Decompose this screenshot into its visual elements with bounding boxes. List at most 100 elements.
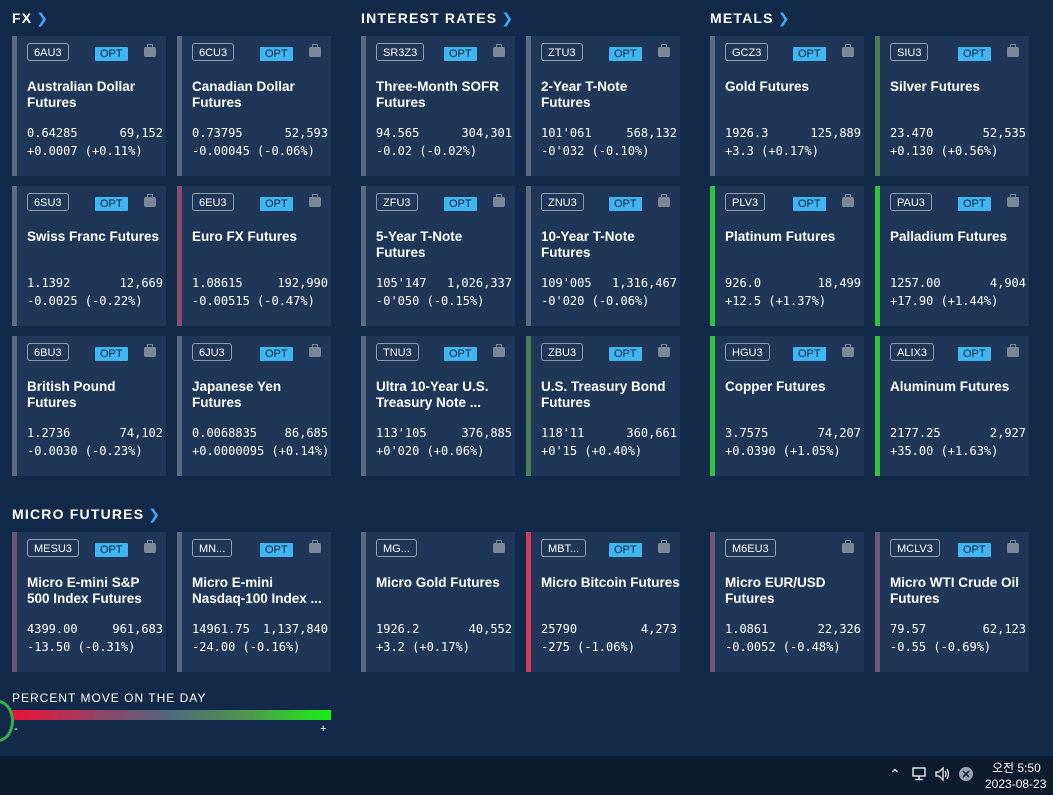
side-panel-toggle[interactable] (0, 700, 14, 742)
briefcase-icon[interactable] (309, 344, 321, 357)
futures-card[interactable]: ZBU3 OPT U.S. Treasury Bond Futures 118'11 36… (526, 336, 680, 476)
network-icon[interactable] (911, 766, 929, 785)
contract-name[interactable]: Silver Futures (890, 79, 1030, 95)
symbol-badge[interactable]: 6EU3 (192, 193, 234, 211)
options-badge[interactable]: OPT (609, 47, 642, 61)
briefcase-icon[interactable] (144, 540, 156, 553)
symbol-badge[interactable]: PAU3 (890, 193, 932, 211)
symbol-badge[interactable]: PLV3 (725, 193, 766, 211)
options-badge[interactable]: OPT (958, 197, 991, 211)
contract-name[interactable]: Micro Gold Futures (376, 575, 516, 591)
options-badge[interactable]: OPT (260, 197, 293, 211)
close-circle-icon[interactable] (958, 766, 974, 785)
symbol-badge[interactable]: MG... (376, 539, 417, 557)
options-badge[interactable]: OPT (609, 347, 642, 361)
symbol-badge[interactable]: GCZ3 (725, 43, 769, 61)
briefcase-icon[interactable] (658, 540, 670, 553)
symbol-badge[interactable]: SIU3 (890, 43, 929, 61)
briefcase-icon[interactable] (658, 344, 670, 357)
futures-card[interactable]: GCZ3 OPT Gold Futures 1926.3 125,889 +3.3 (+0… (710, 36, 864, 176)
briefcase-icon[interactable] (1007, 194, 1019, 207)
options-badge[interactable]: OPT (958, 543, 991, 557)
contract-name[interactable]: Canadian Dollar Futures (192, 79, 332, 111)
briefcase-icon[interactable] (1007, 44, 1019, 57)
briefcase-icon[interactable] (842, 540, 854, 553)
options-badge[interactable]: OPT (958, 347, 991, 361)
section-title-metals[interactable]: METALS ❯ (710, 10, 791, 27)
contract-name[interactable]: Australian Dollar Futures (27, 79, 167, 111)
options-badge[interactable]: OPT (793, 197, 826, 211)
briefcase-icon[interactable] (144, 194, 156, 207)
contract-name[interactable]: British Pound Futures (27, 379, 167, 411)
contract-name[interactable]: Swiss Franc Futures (27, 229, 167, 245)
options-badge[interactable]: OPT (609, 197, 642, 211)
section-title-micro-futures[interactable]: MICRO FUTURES ❯ (12, 506, 161, 523)
symbol-badge[interactable]: ZNU3 (541, 193, 584, 211)
briefcase-icon[interactable] (842, 344, 854, 357)
symbol-badge[interactable]: M6EU3 (725, 539, 776, 557)
symbol-badge[interactable]: MBT... (541, 539, 587, 557)
briefcase-icon[interactable] (1007, 540, 1019, 553)
clock-date[interactable]: 2023-08-23 (985, 777, 1047, 791)
contract-name[interactable]: Micro EUR/USD Futures (725, 575, 865, 607)
options-badge[interactable]: OPT (95, 543, 128, 557)
symbol-badge[interactable]: ZBU3 (541, 343, 584, 361)
briefcase-icon[interactable] (1007, 344, 1019, 357)
contract-name[interactable]: U.S. Treasury Bond Futures (541, 379, 681, 411)
symbol-badge[interactable]: MN... (192, 539, 233, 557)
futures-card[interactable]: HGU3 OPT Copper Futures 3.7575 74,207 +0.0390… (710, 336, 864, 476)
options-badge[interactable]: OPT (95, 347, 128, 361)
contract-name[interactable]: Three-Month SOFR Futures (376, 79, 516, 111)
futures-card[interactable]: SIU3 OPT Silver Futures 23.470 52,535 +0.130 … (875, 36, 1029, 176)
section-title-interest-rates[interactable]: INTEREST RATES ❯ (361, 10, 514, 27)
futures-card[interactable]: 6JU3 OPT Japanese Yen Futures 0.0068835 86,68… (177, 336, 331, 476)
options-badge[interactable]: OPT (958, 47, 991, 61)
symbol-badge[interactable]: 6SU3 (27, 193, 69, 211)
futures-card[interactable]: 6AU3 OPT Australian Dollar Futures 0.64285 69… (12, 36, 166, 176)
section-title-fx[interactable]: FX ❯ (12, 10, 49, 27)
briefcase-icon[interactable] (309, 540, 321, 553)
briefcase-icon[interactable] (658, 194, 670, 207)
briefcase-icon[interactable] (144, 344, 156, 357)
futures-card[interactable]: 6CU3 OPT Canadian Dollar Futures 0.73795 52,5… (177, 36, 331, 176)
futures-card[interactable]: M6EU3 Micro EUR/USD Futures 1.0861 22,326 -0.… (710, 532, 864, 672)
contract-name[interactable]: Micro WTI Crude Oil Futures (890, 575, 1030, 607)
futures-card[interactable]: PLV3 OPT Platinum Futures 926.0 18,499 +12.5 … (710, 186, 864, 326)
symbol-badge[interactable]: ZFU3 (376, 193, 418, 211)
options-badge[interactable]: OPT (609, 543, 642, 557)
briefcase-icon[interactable] (493, 44, 505, 57)
contract-name[interactable]: Ultra 10-Year U.S. Treasury Note ... (376, 379, 516, 411)
futures-card[interactable]: 6SU3 OPT Swiss Franc Futures 1.1392 12,669 -0… (12, 186, 166, 326)
contract-name[interactable]: Platinum Futures (725, 229, 865, 245)
clock-time[interactable]: 오전 5:50 (992, 761, 1041, 775)
symbol-badge[interactable]: 6JU3 (192, 343, 232, 361)
futures-card[interactable]: TNU3 OPT Ultra 10-Year U.S. Treasury Note .… (361, 336, 515, 476)
symbol-badge[interactable]: 6BU3 (27, 343, 69, 361)
contract-name[interactable]: Aluminum Futures (890, 379, 1030, 395)
symbol-badge[interactable]: HGU3 (725, 343, 770, 361)
symbol-badge[interactable]: TNU3 (376, 343, 419, 361)
futures-card[interactable]: ZNU3 OPT 10-Year T-Note Futures 109'005 1,316… (526, 186, 680, 326)
futures-card[interactable]: MN... OPT Micro E-mini Nasdaq-100 Index ...… (177, 532, 331, 672)
chevron-up-icon[interactable]: ⌃ (889, 766, 901, 782)
symbol-badge[interactable]: MESU3 (27, 539, 79, 557)
contract-name[interactable]: 2-Year T-Note Futures (541, 79, 681, 111)
futures-card[interactable]: 6BU3 OPT British Pound Futures 1.2736 74,102 -… (12, 336, 166, 476)
symbol-badge[interactable]: MCLV3 (890, 539, 940, 557)
options-badge[interactable]: OPT (793, 47, 826, 61)
futures-card[interactable]: MG... Micro Gold Futures 1926.2 40,552 +3.2 … (361, 532, 515, 672)
briefcase-icon[interactable] (493, 194, 505, 207)
futures-card[interactable]: ZTU3 OPT 2-Year T-Note Futures 101'061 568,13… (526, 36, 680, 176)
options-badge[interactable]: OPT (95, 197, 128, 211)
options-badge[interactable]: OPT (793, 347, 826, 361)
contract-name[interactable]: Micro Bitcoin Futures (541, 575, 681, 591)
futures-card[interactable]: SR3Z3 OPT Three-Month SOFR Futures 94.565 304… (361, 36, 515, 176)
options-badge[interactable]: OPT (444, 347, 477, 361)
briefcase-icon[interactable] (309, 44, 321, 57)
contract-name[interactable]: Micro E-mini S&P 500 Index Futures (27, 575, 167, 607)
symbol-badge[interactable]: 6CU3 (192, 43, 235, 61)
contract-name[interactable]: Micro E-mini Nasdaq-100 Index ... (192, 575, 332, 607)
symbol-badge[interactable]: SR3Z3 (376, 43, 425, 61)
options-badge[interactable]: OPT (260, 543, 293, 557)
futures-card[interactable]: MESU3 OPT Micro E-mini S&P 500 Index Future… (12, 532, 166, 672)
